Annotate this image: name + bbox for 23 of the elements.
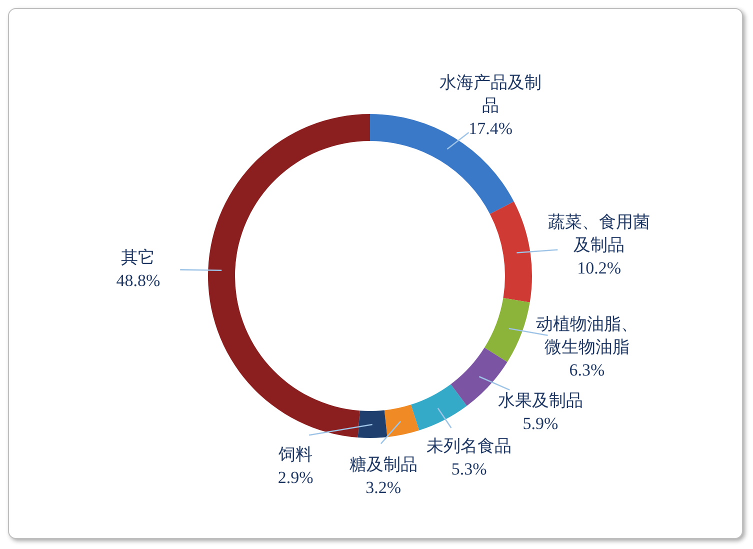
donut-slice [358,410,388,438]
data-label: 6.3% [569,360,605,380]
data-label: 17.4% [468,118,513,138]
donut-slice [384,404,420,438]
data-label: 48.8% [116,270,160,290]
slice-label: 水海产品及制品 [440,72,542,115]
slice-label: 水果及制品 [498,390,583,410]
donut-slice [208,114,370,438]
donut-slice [370,114,514,214]
slice-label: 动植物油脂、微生物油脂 [536,314,638,356]
data-label: 10.2% [577,258,622,278]
slice-label: 糖及制品 [349,454,418,474]
data-label: 5.9% [522,414,558,433]
slice-label: 饲料 [278,444,313,464]
slice-label: 其它 [121,247,156,266]
donut-slice [484,298,530,362]
data-label: 5.3% [451,458,487,478]
slice-label: 未列名食品 [426,436,512,455]
slice-label: 蔬菜、食用菌及制品 [548,212,650,254]
data-label: 3.2% [366,478,402,497]
donut-slice [410,384,467,430]
data-label: 2.9% [278,467,314,486]
donut-slice [490,202,532,302]
